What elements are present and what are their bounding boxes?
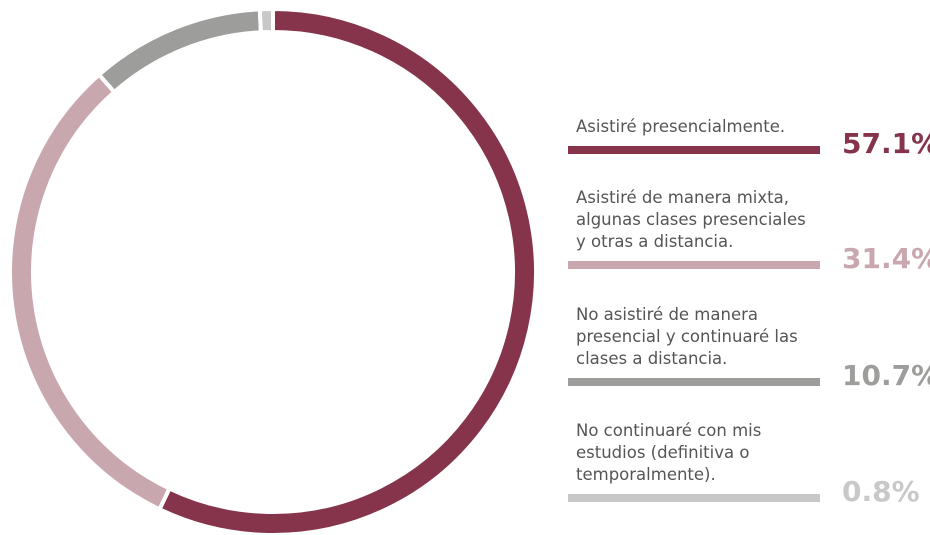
value-label: 10.7% xyxy=(842,359,930,392)
legend-label: Asistiré presencialmente. xyxy=(576,117,786,136)
donut-segment xyxy=(8,71,173,512)
value-label: 31.4% xyxy=(842,242,930,275)
legend-swatch xyxy=(568,146,820,154)
legend-swatch xyxy=(568,494,820,502)
legend-swatch xyxy=(568,378,820,386)
value-label: 0.8% xyxy=(842,475,920,508)
donut-segment xyxy=(96,7,264,95)
legend-swatch xyxy=(568,261,820,269)
legend-label: No continuaré con mis estudios (definiti… xyxy=(576,421,762,484)
donut-segment xyxy=(156,6,538,535)
donut-segment xyxy=(257,6,275,35)
legend-label: No asistiré de manera presencial y conti… xyxy=(576,305,798,368)
value-label: 57.1% xyxy=(842,127,930,160)
legend-label: Asistiré de manera mixta, algunas clases… xyxy=(576,188,806,251)
